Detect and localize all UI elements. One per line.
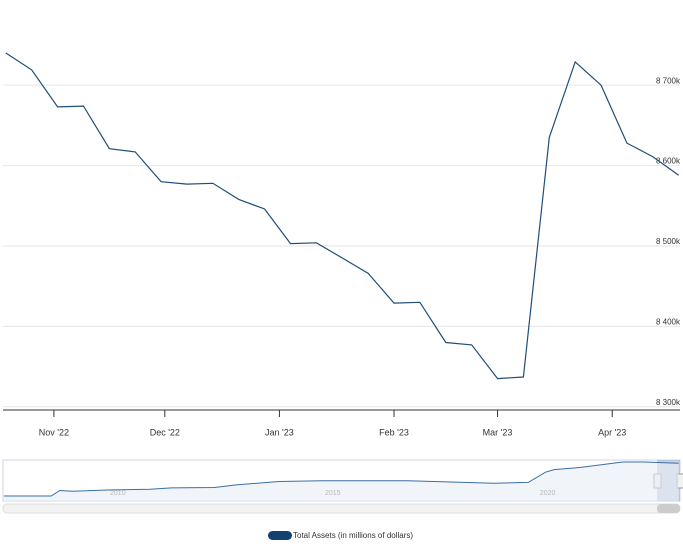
y-tick-label: 8 500k: [656, 237, 681, 246]
y-tick-label: 8 400k: [656, 317, 681, 326]
navigator-area: [3, 462, 679, 501]
x-tick-label: Nov '22: [39, 427, 69, 437]
line-series: [5, 52, 680, 380]
legend-symbol[interactable]: [268, 531, 292, 540]
scrollbar-track[interactable]: [2, 503, 681, 514]
scrollbar-thumb[interactable]: [657, 504, 680, 513]
navigator-line: [3, 461, 679, 497]
legend-label[interactable]: Total Assets (in millions of dollars): [293, 531, 413, 540]
x-tick-label: Jan '23: [265, 427, 294, 437]
x-tick-label: Dec '22: [150, 427, 180, 437]
y-tick-label: 8 700k: [656, 76, 681, 85]
x-tick-label: Feb '23: [379, 427, 409, 437]
y-tick-label: 8 600k: [656, 157, 681, 166]
x-tick-label: Mar '23: [483, 427, 513, 437]
x-tick-label: Apr '23: [598, 427, 626, 437]
y-tick-label: 8 300k: [656, 398, 681, 407]
